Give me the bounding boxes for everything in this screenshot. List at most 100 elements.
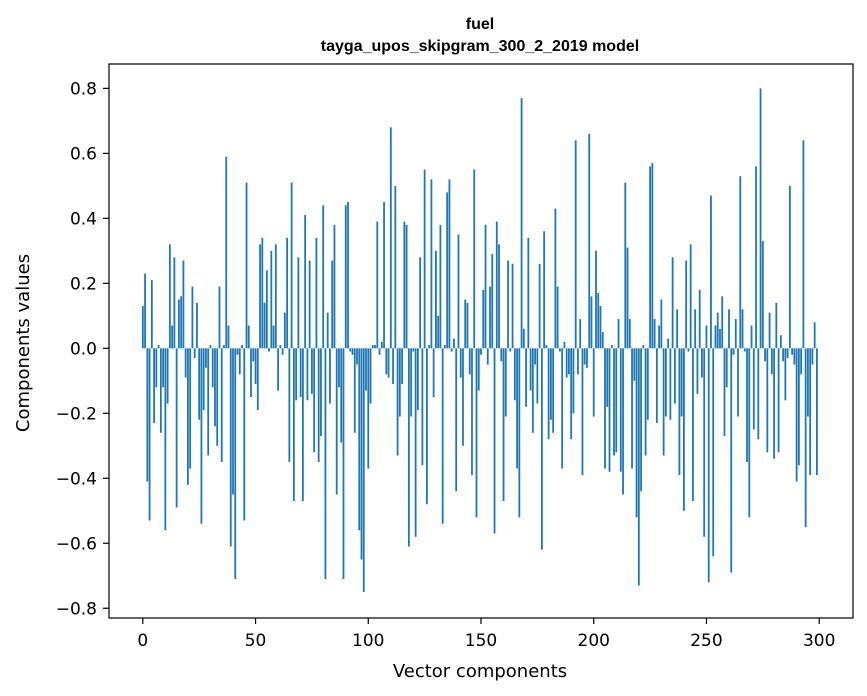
bar (743, 348, 746, 352)
bar (374, 345, 376, 349)
y-tick-label: 0.8 (70, 79, 97, 99)
bar (779, 335, 782, 349)
bar (538, 263, 541, 349)
x-axis-label: Vector components (393, 661, 567, 682)
bar (545, 345, 548, 349)
bar (432, 348, 435, 398)
bar (761, 241, 764, 349)
bar (464, 299, 467, 349)
bar (637, 348, 640, 586)
bar (220, 348, 223, 463)
bar (148, 348, 151, 521)
bar (324, 348, 327, 580)
bar (728, 309, 730, 349)
bar (712, 348, 715, 557)
bar (644, 348, 647, 456)
bar (757, 348, 760, 440)
bar (378, 348, 381, 355)
bar (513, 348, 516, 401)
bar (759, 88, 762, 349)
bar (473, 169, 476, 349)
bar (552, 348, 555, 433)
bar (662, 348, 665, 456)
bar (694, 309, 697, 349)
bar (640, 348, 642, 492)
x-tick-label: 250 (690, 631, 722, 651)
bar (559, 348, 561, 352)
bar (734, 319, 737, 349)
bar (281, 348, 284, 355)
bar (175, 348, 178, 508)
bar (707, 348, 710, 583)
bar (811, 348, 814, 365)
bar (606, 348, 609, 407)
bar (802, 140, 805, 349)
bar (507, 260, 509, 349)
bar (333, 224, 336, 349)
bar (520, 98, 523, 349)
bar (428, 345, 431, 349)
y-tick-label: −0.6 (56, 534, 97, 554)
bar (642, 345, 645, 349)
bar (252, 348, 255, 362)
bar (716, 312, 719, 349)
bar (746, 348, 748, 463)
bar (214, 348, 216, 427)
bar (184, 348, 187, 378)
bar (531, 348, 534, 433)
bar (261, 237, 264, 349)
bar (297, 257, 300, 349)
bar (509, 348, 512, 352)
bar (356, 348, 358, 365)
bar (155, 348, 158, 388)
bar (245, 182, 248, 349)
bar (389, 127, 392, 349)
bar (529, 348, 532, 391)
bar (579, 319, 582, 349)
bar (655, 348, 658, 424)
bar (786, 348, 789, 359)
bar (678, 348, 681, 476)
bar (572, 348, 575, 414)
bar (419, 257, 422, 349)
bar (387, 348, 390, 378)
bar (144, 273, 146, 349)
bar (270, 250, 273, 349)
bar (660, 299, 663, 349)
bar (516, 348, 518, 469)
bar (403, 221, 406, 349)
bar (608, 348, 611, 472)
bar (477, 348, 480, 391)
bar (229, 348, 232, 547)
bar (177, 299, 180, 349)
bar (227, 325, 230, 349)
y-axis-ticks: −0.8 −0.6 −0.4 −0.2 0.0 0.2 0.4 0.6 0.8 (56, 79, 109, 619)
bar (549, 348, 552, 420)
bar (741, 309, 744, 349)
bar (243, 348, 246, 521)
bar (396, 348, 399, 456)
bar (622, 348, 624, 495)
bar (554, 208, 557, 349)
bar (308, 260, 311, 349)
bar (705, 325, 708, 349)
bar (236, 348, 239, 355)
bar (480, 348, 482, 355)
bar (800, 348, 803, 375)
bar (416, 348, 419, 411)
bar (816, 348, 818, 476)
bar (588, 133, 591, 349)
bar (259, 244, 261, 349)
bar (196, 302, 198, 349)
bar (277, 348, 279, 391)
bar (502, 348, 505, 502)
bar (398, 348, 401, 417)
bar (295, 348, 298, 401)
bar (764, 348, 766, 362)
bar (683, 348, 685, 511)
bar (380, 341, 383, 349)
bar (486, 348, 489, 365)
bar (146, 348, 149, 482)
bar (207, 348, 210, 456)
bar (202, 348, 205, 411)
